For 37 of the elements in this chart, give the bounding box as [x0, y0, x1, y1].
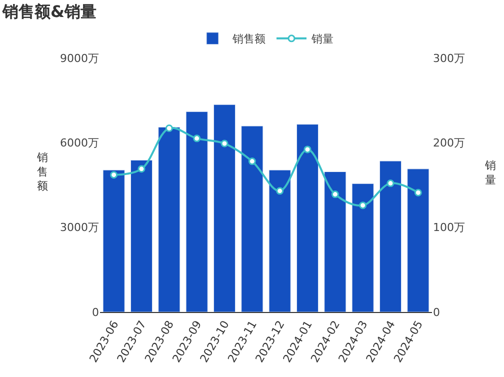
bar [407, 168, 430, 312]
y2-tick-label: 300万 [433, 52, 465, 65]
y-tick-label: 0 [92, 306, 99, 319]
y-tick-label: 3000万 [60, 221, 99, 234]
bar [241, 126, 264, 312]
bar [158, 126, 180, 312]
y2-tick-label: 0 [433, 306, 440, 319]
point [110, 171, 118, 179]
point [165, 124, 173, 132]
bar [268, 170, 291, 312]
point [359, 202, 367, 210]
bar [379, 160, 402, 312]
point [304, 146, 312, 154]
point [414, 188, 422, 196]
bar [130, 160, 153, 312]
bar [352, 183, 374, 312]
bar [186, 111, 208, 312]
point [276, 187, 284, 195]
point [138, 165, 146, 173]
point [193, 134, 201, 142]
y2-tick-label: 100万 [433, 221, 465, 234]
chart-title: 销售额&销量 [2, 2, 96, 21]
legend-label: 销量 [310, 32, 334, 46]
bar [213, 104, 236, 312]
y2-axis-title: 销量 [484, 159, 496, 186]
legend-label: 销售额 [232, 32, 266, 46]
point [386, 180, 394, 188]
y2-tick-label: 200万 [433, 136, 465, 150]
y-tick-label: 6000万 [60, 136, 99, 150]
y-tick-label: 9000万 [60, 52, 99, 65]
bar [324, 171, 346, 312]
point [331, 190, 339, 198]
bar [102, 170, 125, 312]
point [248, 158, 256, 166]
bar [296, 124, 319, 312]
point [220, 140, 228, 148]
y-axis-title: 销售额 [36, 151, 48, 193]
